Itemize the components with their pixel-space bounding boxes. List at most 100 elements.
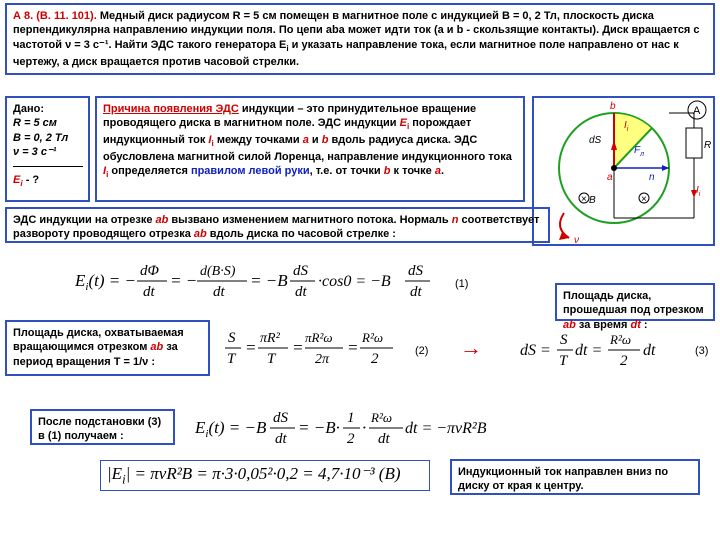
emfab-t6: ab — [194, 228, 207, 240]
svg-text:Ei(t) = −B: Ei(t) = −B — [195, 418, 267, 440]
cause-p1h: и — [309, 134, 322, 146]
formula-3: dS = S T dt = R²ω 2 dt — [520, 327, 690, 377]
emfab-t1: ЭДС индукции на отрезке — [13, 214, 156, 226]
svg-text:S: S — [560, 332, 568, 348]
svg-text:·: · — [362, 418, 366, 437]
svg-text:= −B: = −B — [250, 271, 288, 290]
physics-diagram: a b dS Ii Fл n B × × ν R A Ii — [532, 96, 715, 246]
svg-text:·cos0 = −B: ·cos0 = −B — [318, 273, 391, 290]
svg-text:A: A — [693, 105, 701, 117]
given-l1: R = 5 см — [13, 117, 57, 129]
svg-text:Ii: Ii — [696, 185, 701, 198]
svg-text:R²ω: R²ω — [370, 410, 392, 425]
svg-text:n: n — [649, 172, 655, 183]
emfab-t3: вызвано изменением магнитного потока. Но… — [168, 214, 451, 226]
cause-p1f: между точками — [214, 134, 303, 146]
problem-label: А 8. (В. 11. 101). — [13, 10, 97, 22]
formula-2: S T = πR² T = πR²ω 2π = R²ω 2 — [225, 325, 425, 375]
svg-text:B: B — [589, 195, 596, 206]
red-arrow-icon: → — [460, 335, 482, 361]
areadt-t1: Площадь диска, прошедшая под отрезком — [563, 290, 704, 316]
given-l3: ν = 3 с⁻¹ — [13, 146, 56, 158]
svg-text:R²ω: R²ω — [609, 332, 631, 347]
substitution-box: После подстановки (3) в (1) получаем : — [30, 409, 175, 445]
eq1-svg: Ei(t) = − dΦ dt = − d(B·S) dt = −B dS dt… — [75, 258, 475, 303]
svg-text:dt: dt — [143, 284, 156, 300]
svg-text:dS: dS — [589, 135, 602, 146]
svg-text:dS: dS — [293, 263, 309, 279]
area-dt-box: Площадь диска, прошедшая под отрезком ab… — [555, 283, 715, 321]
given-title: Дано: — [13, 103, 44, 115]
svg-text:dS: dS — [273, 410, 289, 426]
svg-text:dt = −πνR²B: dt = −πνR²B — [405, 420, 487, 437]
svg-text:a: a — [607, 172, 613, 183]
svg-text:ν: ν — [574, 235, 579, 246]
svg-text:dt: dt — [378, 431, 391, 447]
svg-text:S: S — [228, 330, 236, 346]
svg-text:= −: = − — [170, 271, 197, 290]
cause-p1m: правилом левой руки — [191, 165, 310, 177]
svg-text:dt =: dt = — [575, 342, 602, 359]
eq-label-2: (2) — [415, 345, 428, 357]
emfab-t7: вдоль диска по часовой стрелке : — [207, 228, 396, 240]
svg-text:T: T — [559, 353, 569, 369]
problem-header: А 8. (В. 11. 101). Медный диск радиусом … — [5, 3, 715, 75]
formula-4: Ei(t) = −B dS dt = −B· 1 2 · R²ω dt dt =… — [195, 405, 565, 455]
eq-label-3: (3) — [695, 345, 708, 357]
svg-text:dt: dt — [643, 342, 656, 359]
given-l4b: - ? — [23, 174, 40, 186]
eq-label-1: (1) — [455, 278, 468, 290]
svg-text:dΦ: dΦ — [140, 263, 160, 279]
diagram-svg: a b dS Ii Fл n B × × ν R A Ii — [534, 98, 717, 248]
svg-text:πR²: πR² — [260, 331, 281, 346]
cause-p1p: к точке — [390, 165, 434, 177]
svg-text:πR²ω: πR²ω — [305, 330, 333, 345]
given-box: Дано: R = 5 см B = 0, 2 Тл ν = 3 с⁻¹ Ei … — [5, 96, 90, 202]
svg-text:dt: dt — [410, 284, 423, 300]
svg-text:T: T — [227, 351, 237, 367]
svg-text:Ei(t) = −: Ei(t) = − — [75, 271, 136, 293]
emf-explanation-box: ЭДС индукции на отрезке ab вызвано измен… — [5, 207, 550, 243]
svg-text:=: = — [245, 338, 256, 357]
cause-box: Причина появления ЭДС индукции – это при… — [95, 96, 525, 202]
eq4-svg: Ei(t) = −B dS dt = −B· 1 2 · R²ω dt dt =… — [195, 405, 565, 450]
svg-text:dt: dt — [275, 431, 288, 447]
divider — [13, 166, 83, 167]
svg-text:b: b — [610, 101, 616, 112]
formula-1: Ei(t) = − dΦ dt = − d(B·S) dt = −B dS dt… — [75, 258, 475, 308]
current-direction-box: Индукционный ток направлен вниз по диску… — [450, 459, 700, 495]
areaperiod-t2: ab — [150, 341, 163, 353]
area-period-box: Площадь диска, охватываемая вращающимся … — [5, 320, 210, 376]
cause-p1l: определяется — [108, 165, 191, 177]
eq3-svg: dS = S T dt = R²ω 2 dt — [520, 327, 690, 372]
svg-text:d(B·S): d(B·S) — [200, 264, 236, 279]
direction-t: Индукционный ток направлен вниз по диску… — [458, 466, 668, 492]
svg-text:2: 2 — [347, 431, 355, 447]
svg-text:dS: dS — [408, 263, 424, 279]
cause-p1r: . — [441, 165, 444, 177]
svg-text:=: = — [347, 338, 358, 357]
svg-text:R²ω: R²ω — [361, 330, 383, 345]
svg-text:dt: dt — [213, 284, 226, 300]
svg-text:×: × — [581, 194, 587, 205]
emfab-t2: ab — [156, 214, 169, 226]
svg-text:T: T — [267, 351, 277, 367]
svg-text:2: 2 — [620, 353, 628, 369]
formula-5: |Ei| = πνR²B = π·3·0,05²·0,2 = 4,7·10⁻³ … — [100, 460, 430, 491]
subst-t: После подстановки (3) в (1) получаем : — [38, 416, 161, 442]
svg-text:R: R — [704, 140, 711, 151]
svg-text:2π: 2π — [315, 352, 330, 367]
svg-text:dS =: dS = — [520, 342, 551, 359]
svg-text:1: 1 — [347, 410, 355, 426]
cause-p1a: Причина появления ЭДС — [103, 103, 239, 115]
svg-text:Fл: Fл — [634, 145, 644, 158]
cause-p1c: E — [400, 117, 407, 129]
given-l2: B = 0, 2 Тл — [13, 132, 68, 144]
eq2-svg: S T = πR² T = πR²ω 2π = R²ω 2 — [225, 325, 425, 370]
svg-text:2: 2 — [371, 351, 379, 367]
svg-text:=: = — [292, 338, 303, 357]
cause-p1n: , т.е. от точки — [310, 165, 384, 177]
svg-text:×: × — [641, 194, 647, 205]
svg-text:dt: dt — [295, 284, 308, 300]
svg-text:= −B·: = −B· — [298, 418, 340, 437]
